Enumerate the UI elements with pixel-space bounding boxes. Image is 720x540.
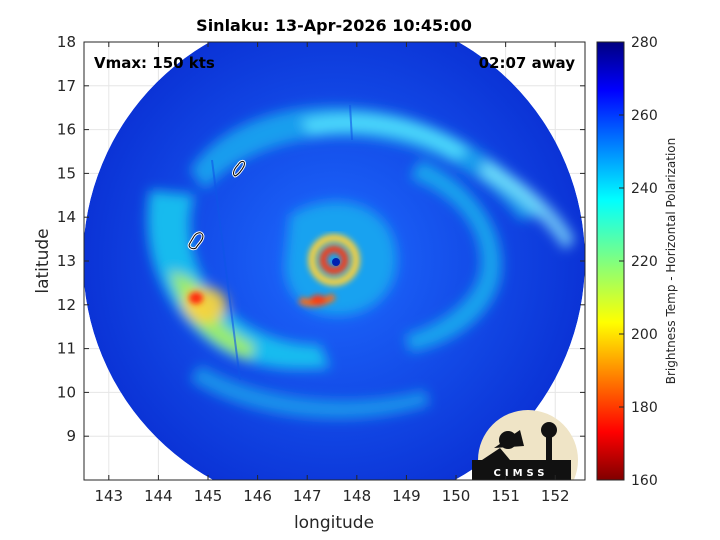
- x-tick-label: 151: [491, 487, 520, 505]
- x-tick-label: 147: [293, 487, 322, 505]
- y-tick-label: 17: [57, 77, 76, 95]
- colorbar-tick-label: 200: [631, 327, 658, 343]
- y-tick-label: 10: [57, 383, 76, 401]
- colorbar-tick-label: 260: [631, 108, 658, 124]
- cimss-logo: CIMSS: [472, 410, 578, 480]
- colorbar-label: Brightness Temp - Horizontal Polarizatio…: [664, 138, 678, 385]
- chart-title: Sinlaku: 13-Apr-2026 10:45:00: [196, 16, 472, 35]
- y-tick-label: 14: [57, 208, 76, 226]
- colorbar-tick-label: 220: [631, 254, 658, 270]
- vmax-annotation: Vmax: 150 kts: [94, 54, 215, 72]
- x-tick-label: 148: [343, 487, 372, 505]
- axis-ticks: [84, 41, 585, 480]
- x-tick-label: 143: [94, 487, 123, 505]
- y-tick-label: 11: [57, 340, 76, 358]
- colorbar-tick-label: 180: [631, 400, 658, 416]
- x-axis-label: longitude: [294, 513, 374, 533]
- colorbar-tick-label: 160: [631, 473, 658, 489]
- y-tick-label: 13: [57, 252, 76, 270]
- x-tick-label: 149: [392, 487, 421, 505]
- y-tick-label: 18: [57, 33, 76, 51]
- colorbar-ticks: 280 260 240 220 200 180 160: [619, 35, 658, 489]
- y-tick-label: 9: [66, 427, 76, 445]
- y-tick-label: 16: [57, 121, 76, 139]
- x-tick-label: 144: [144, 487, 173, 505]
- y-tick-label: 12: [57, 296, 76, 314]
- y-tick-labels: 18 17 16 15 14 13 12 11 10 9: [57, 33, 76, 445]
- x-tick-label: 152: [541, 487, 570, 505]
- x-tick-label: 145: [194, 487, 223, 505]
- y-tick-label: 15: [57, 164, 76, 182]
- x-tick-labels: 143 144 145 146 147 148 149 150 151 152: [94, 487, 569, 505]
- y-axis-label: latitude: [33, 228, 53, 293]
- colorbar-tick-label: 280: [631, 35, 658, 51]
- x-tick-label: 146: [243, 487, 272, 505]
- cimss-logo-text: CIMSS: [494, 468, 549, 479]
- x-tick-label: 150: [442, 487, 471, 505]
- time-offset-annotation: 02:07 away: [479, 54, 576, 72]
- colorbar-tick-label: 240: [631, 181, 658, 197]
- brightness-temp-image: [84, 42, 585, 480]
